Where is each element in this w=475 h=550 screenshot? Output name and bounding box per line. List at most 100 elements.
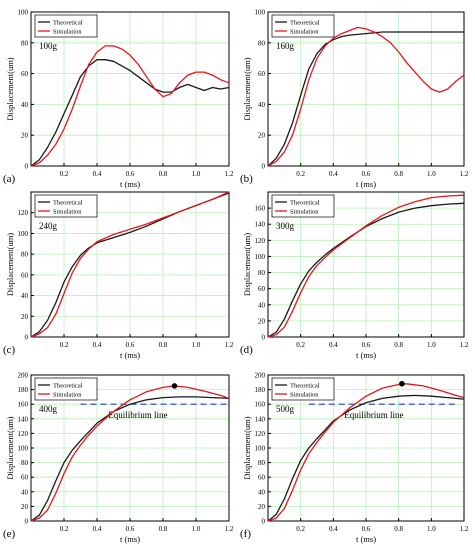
y-axis-title: Displacement(um): [242, 57, 252, 120]
y-tick-label: 0: [25, 334, 29, 342]
y-tick-label: 20: [258, 132, 266, 140]
legend: Theoretical Simulation: [271, 377, 335, 401]
x-tick-label: 0.4: [93, 525, 102, 533]
x-tick-label: 0.2: [60, 525, 69, 533]
panel-e: 0.2 0.4 0.6 0.8 1.0 1.2 0 20 40 60 80 100 120 140 160 1…: [3, 372, 234, 545]
equilibrium-label: Equilibrium line: [344, 410, 403, 420]
y-tick-label: 200: [255, 372, 266, 380]
panel-label: (e): [3, 528, 16, 540]
y-axis-title: Displacement(um): [5, 57, 15, 120]
series-line-simulation: [30, 385, 230, 522]
x-tick-label: 1.2: [225, 341, 234, 349]
y-tick-label: 20: [21, 313, 29, 321]
x-tick-label: 1.0: [427, 341, 436, 349]
y-tick-label: 20: [21, 503, 29, 511]
x-tick-label: 1.0: [192, 341, 201, 349]
legend-box: [34, 377, 98, 401]
legend-label: Theoretical: [290, 200, 320, 207]
legend-label: Simulation: [53, 29, 82, 36]
x-tick-label: 0.8: [394, 341, 403, 349]
legend-label: Theoretical: [290, 20, 320, 27]
x-tick-label: 1.2: [460, 341, 469, 349]
x-tick-label: 0.2: [60, 170, 69, 178]
x-tick-label: 0.8: [159, 525, 168, 533]
series-line-theoretical: [267, 394, 465, 522]
y-axis-title: Displacement(um): [5, 233, 15, 296]
y-tick-label: 40: [258, 488, 266, 496]
legend-label: Simulation: [290, 209, 319, 216]
y-tick-label: 0: [262, 518, 266, 526]
series-line-simulation: [267, 26, 465, 167]
legend-label: Simulation: [53, 209, 82, 216]
y-tick-label: 120: [18, 209, 29, 217]
series-line-simulation: [267, 383, 465, 522]
y-tick-label: 0: [25, 518, 29, 526]
x-tick-label: 0.6: [362, 525, 371, 533]
series-line-theoretical: [30, 396, 230, 522]
panel-f: 0.2 0.4 0.6 0.8 1.0 1.2 0 20 40 60 80 100 120 140 160 1…: [240, 372, 469, 545]
x-tick-label: 0.6: [362, 341, 371, 349]
x-tick-label: 0.6: [126, 170, 135, 178]
x-tick-label: 0.8: [159, 341, 168, 349]
y-tick-label: 60: [21, 70, 29, 78]
y-tick-label: 40: [258, 101, 266, 109]
y-tick-label: 200: [18, 372, 29, 380]
x-tick-label: 0.4: [329, 341, 338, 349]
y-tick-label: 60: [21, 271, 29, 279]
y-axis-title: Displacement(um): [242, 233, 252, 296]
x-axis-title: t (ms): [120, 350, 140, 360]
x-tick-label: 0.4: [329, 525, 338, 533]
panel-label: (c): [3, 344, 16, 356]
y-tick-label: 120: [18, 430, 29, 438]
series-line-theoretical: [267, 31, 464, 167]
y-tick-label: 0: [25, 163, 29, 171]
y-axis-title: Displacement(um): [5, 416, 15, 479]
legend-label: Simulation: [53, 392, 82, 399]
x-tick-label: 1.0: [192, 525, 201, 533]
legend-box: [271, 194, 335, 218]
legend: Theoretical Simulation: [34, 14, 98, 38]
y-tick-label: 140: [255, 415, 266, 423]
x-tick-label: 0.2: [296, 525, 305, 533]
y-tick-label: 100: [18, 445, 29, 453]
y-tick-label: 180: [255, 386, 266, 394]
legend-box: [34, 14, 98, 38]
legend: Theoretical Simulation: [34, 377, 98, 401]
x-tick-label: 0.6: [126, 525, 135, 533]
series-line-simulation: [30, 45, 230, 167]
legend: Theoretical Simulation: [271, 14, 335, 38]
x-tick-label: 0.6: [126, 341, 135, 349]
y-tick-label: 160: [255, 401, 266, 409]
x-tick-label: 0.4: [329, 170, 338, 178]
y-tick-label: 40: [258, 301, 266, 309]
y-tick-label: 20: [258, 503, 266, 511]
panel-c: 0.2 0.4 0.6 0.8 1.0 1.2 0 20 40 60 80 100 120 t (ms) D…: [3, 191, 234, 360]
equilibrium-label: Equilibrium line: [108, 410, 167, 420]
mass-label: 160g: [276, 41, 295, 51]
series-line-theoretical: [30, 59, 230, 167]
mass-label: 400g: [39, 404, 58, 414]
mass-label: 240g: [39, 221, 58, 231]
x-axis-title: t (ms): [356, 179, 376, 189]
y-tick-label: 60: [21, 474, 29, 482]
x-tick-label: 1.2: [225, 170, 234, 178]
x-tick-label: 1.2: [460, 525, 469, 533]
y-tick-label: 40: [21, 101, 29, 109]
mass-label: 100g: [39, 41, 58, 51]
panel-label: (a): [3, 173, 16, 185]
mass-label: 500g: [276, 404, 295, 414]
x-tick-label: 0.2: [60, 341, 69, 349]
mass-label: 300g: [276, 221, 295, 231]
panel-a: 0.2 0.4 0.6 0.8 1.0 1.2 0 20 40 60 80 100 t (ms) Disp…: [3, 9, 234, 190]
x-tick-label: 1.0: [427, 525, 436, 533]
y-tick-label: 60: [258, 70, 266, 78]
y-tick-label: 140: [18, 415, 29, 423]
series-line-simulation: [267, 194, 465, 338]
x-tick-label: 0.4: [93, 341, 102, 349]
legend-label: Simulation: [290, 29, 319, 36]
y-tick-label: 80: [258, 39, 266, 47]
legend-label: Simulation: [290, 392, 319, 399]
panel-d: 0.2 0.4 0.6 0.8 1.0 1.2 0 20 40 60 80 100 120 140 160 t…: [240, 191, 469, 360]
legend: Theoretical Simulation: [34, 194, 98, 218]
